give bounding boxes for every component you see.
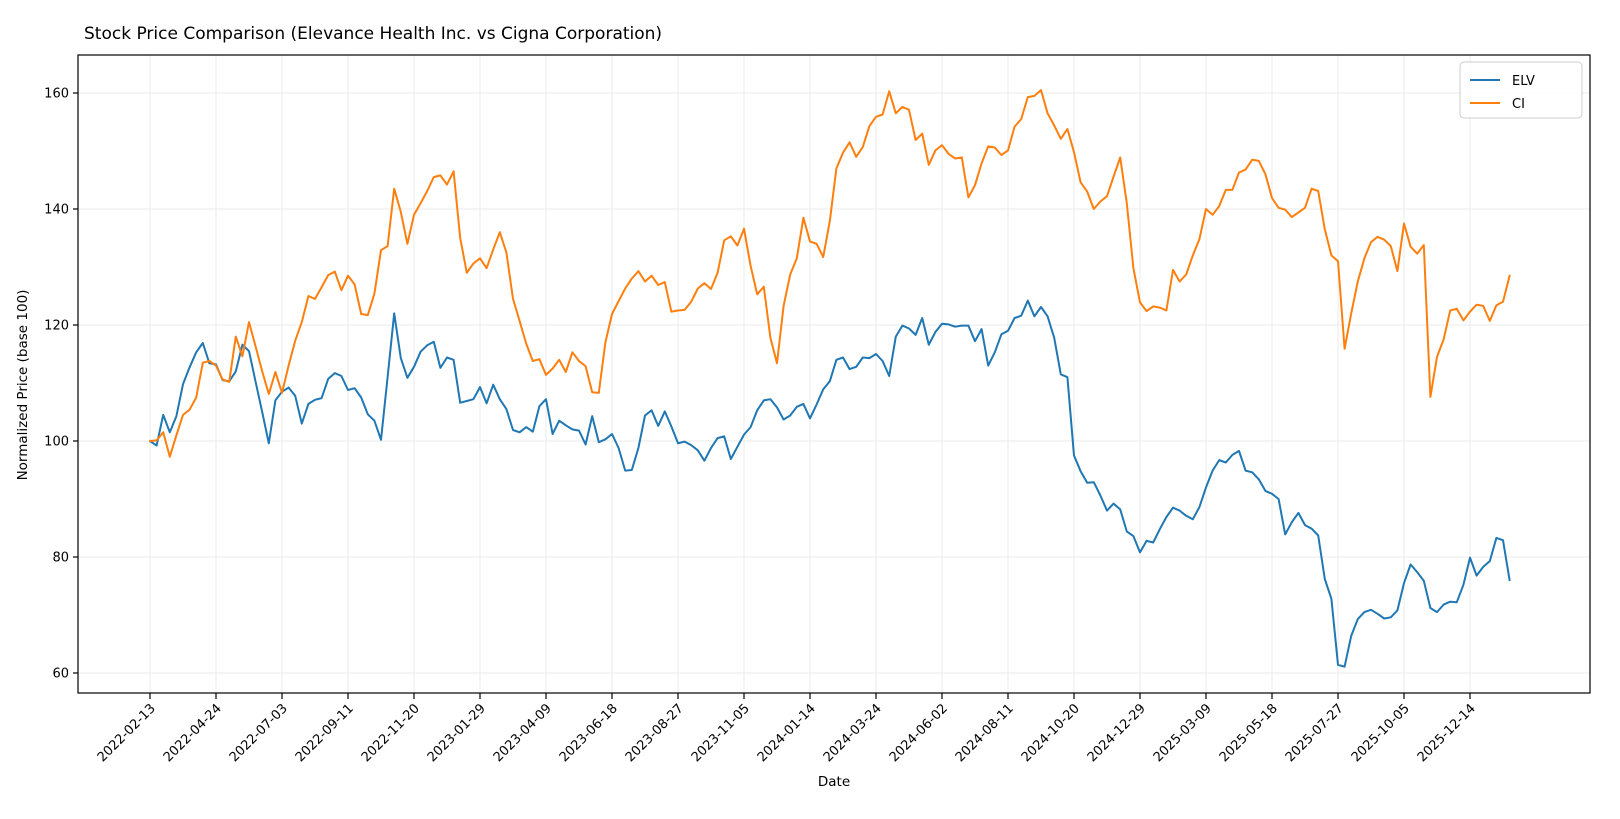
legend-entry-elv: ELV [1470,74,1535,89]
x-tick-label: 2022-07-03 [227,701,291,765]
x-tick-label: 2024-06-02 [887,701,951,765]
ci-price-line [149,89,1511,458]
x-tick-label: 2023-04-09 [491,701,555,765]
plot-frame [77,54,1591,694]
x-tick-label: 2023-01-29 [425,701,489,765]
legend-entry-ci: CI [1470,97,1525,112]
y-tick-label: 160 [44,87,69,102]
elv-legend-label: ELV [1512,74,1535,89]
x-tick-label: 2022-02-13 [95,701,159,765]
x-tick-label: 2024-03-24 [821,701,885,765]
data-lines-layer [149,89,1511,668]
y-tick-label: 120 [44,319,69,334]
x-tick-label: 2024-01-14 [755,701,819,765]
x-tick-label: 2022-04-24 [161,701,225,765]
x-tick-label: 2024-08-11 [953,701,1017,765]
x-tick-label: 2023-06-18 [557,701,621,765]
x-tick-label: 2024-10-20 [1019,701,1083,765]
x-tick-label: 2025-03-09 [1151,701,1215,765]
x-tick-label: 2025-10-05 [1349,701,1413,765]
chart-title: Stock Price Comparison (Elevance Health … [84,24,662,44]
x-tick-label: 2025-12-14 [1415,701,1479,765]
x-tick-label: 2025-07-27 [1283,701,1347,765]
elv-price-line [149,299,1511,668]
y-tick-label: 60 [52,667,69,682]
plot-background [78,55,1590,693]
x-axis-label: Date [818,774,850,790]
x-tick-label: 2025-05-18 [1217,701,1281,765]
x-tick-label: 2023-08-27 [623,701,687,765]
x-tick-label: 2024-12-29 [1085,701,1149,765]
x-tick-label: 2022-11-20 [359,701,423,765]
ci-legend-label: CI [1512,97,1525,112]
x-tick-label: 2022-09-11 [293,701,357,765]
x-tick-label: 2023-11-05 [689,701,753,765]
legend: ELV CI [1459,61,1583,119]
y-tick-label: 80 [52,551,69,566]
y-tick-label: 100 [44,435,69,450]
y-axis-label: Normalized Price (base 100) [15,290,31,481]
y-tick-label: 140 [44,203,69,218]
